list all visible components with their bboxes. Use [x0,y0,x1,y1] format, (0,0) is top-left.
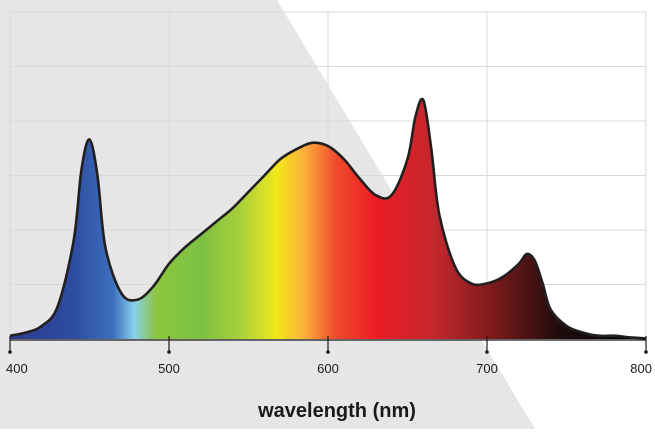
x-tick-label: 800 [630,361,652,376]
x-tick-dot [167,350,171,354]
x-axis-title: wavelength (nm) [257,400,416,422]
x-tick-dot [485,350,489,354]
x-tick-label: 500 [158,361,180,376]
x-tick-dot [8,350,12,354]
spectrum-outline [9,97,647,340]
x-tick-dot [326,350,330,354]
spectrum-area [10,98,646,339]
x-axis: 400 500 600 700 800 [6,336,652,376]
x-tick-label: 600 [317,361,339,376]
x-tick-label: 700 [476,361,498,376]
spectrum-area-layer [9,97,647,340]
x-tick-dot [644,350,648,354]
x-tick-label: 400 [6,361,28,376]
